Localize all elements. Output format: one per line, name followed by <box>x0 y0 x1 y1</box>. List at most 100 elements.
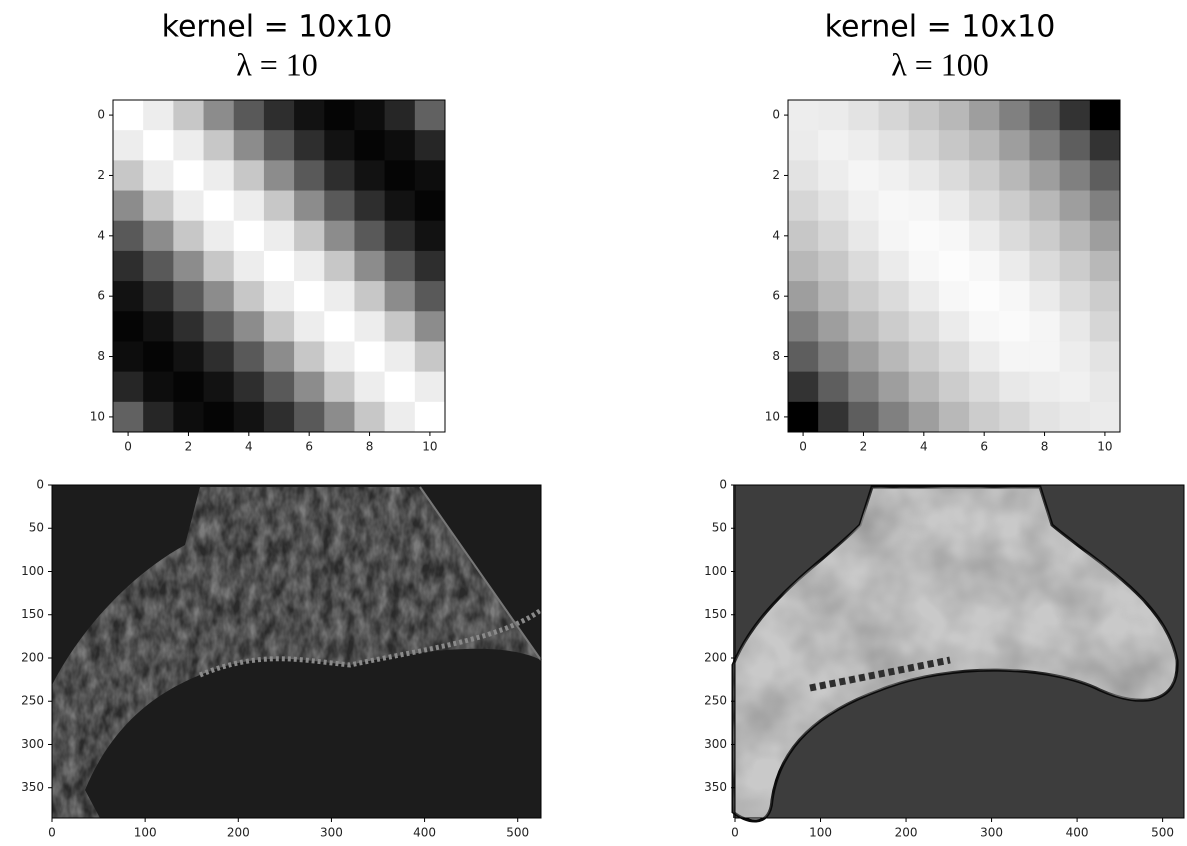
heatmap-cell <box>1060 130 1091 161</box>
heatmap-cell <box>1090 160 1121 191</box>
y-tick-label: 50 <box>712 521 727 535</box>
heatmap-cell <box>909 372 940 403</box>
heatmap-cell <box>204 160 235 191</box>
x-tick-label: 200 <box>895 826 918 840</box>
heatmap-cell <box>173 191 204 222</box>
heatmap-cell <box>848 100 879 131</box>
y-tick-label: 250 <box>704 694 727 708</box>
x-tick-label: 200 <box>227 826 250 840</box>
y-tick-label: 200 <box>704 650 727 664</box>
y-tick-label: 100 <box>21 564 44 578</box>
heatmap-cell <box>113 402 144 433</box>
heatmap-cell <box>879 251 910 282</box>
heatmap-cell <box>818 251 849 282</box>
heatmap-cell <box>848 311 879 342</box>
heatmap-cell <box>1029 251 1060 282</box>
heatmap-cell <box>415 281 446 312</box>
y-tick-label: 350 <box>704 780 727 794</box>
heatmap-cell <box>415 251 446 282</box>
heatmap-cell <box>294 160 325 191</box>
heatmap-cell <box>788 130 819 161</box>
heatmap-cell <box>354 130 385 161</box>
heatmap-cell <box>385 221 416 252</box>
heatmap-cell <box>264 130 295 161</box>
x-tick-label: 0 <box>799 440 807 454</box>
heatmap-cell <box>909 311 940 342</box>
heatmap-cell <box>264 221 295 252</box>
heatmap-cell <box>264 251 295 282</box>
heatmap-cell <box>969 221 1000 252</box>
x-tick-label: 0 <box>48 826 56 840</box>
heatmap-cell <box>264 372 295 403</box>
heatmap-cell <box>788 281 819 312</box>
heatmap-cell <box>999 221 1030 252</box>
heatmap-cell <box>294 100 325 131</box>
heatmap-cell <box>788 160 819 191</box>
heatmap-cell <box>879 311 910 342</box>
heatmap-cell <box>818 341 849 372</box>
x-tick-label: 8 <box>1041 440 1049 454</box>
heatmap-cell <box>113 281 144 312</box>
heatmap-cell <box>264 281 295 312</box>
y-tick-label: 4 <box>772 228 780 242</box>
heatmap-cell <box>818 130 849 161</box>
heatmap-cell <box>879 341 910 372</box>
y-tick-label: 6 <box>97 289 105 303</box>
y-tick-label: 250 <box>21 694 44 708</box>
y-tick-label: 6 <box>772 289 780 303</box>
heatmap-cell <box>879 221 910 252</box>
y-tick-label: 10 <box>90 409 105 423</box>
heatmap-cell <box>204 402 235 433</box>
heatmap-cell <box>173 341 204 372</box>
heatmap-cell <box>143 281 174 312</box>
heatmap-cell <box>204 372 235 403</box>
heatmap-cell <box>204 281 235 312</box>
heatmap-cell <box>848 372 879 403</box>
y-tick-label: 8 <box>97 349 105 363</box>
y-tick-label: 8 <box>772 349 780 363</box>
heatmap-cell <box>999 341 1030 372</box>
heatmap-cell <box>264 311 295 342</box>
heatmap-cell <box>354 402 385 433</box>
figure: kernel = 10x10 λ = 10 kernel = 10x10 λ =… <box>0 0 1187 846</box>
y-tick-label: 350 <box>21 780 44 794</box>
heatmap-cell <box>143 372 174 403</box>
heatmap-cell <box>969 281 1000 312</box>
heatmap-cell <box>173 251 204 282</box>
heatmap-cell <box>354 251 385 282</box>
heatmap-cell <box>999 191 1030 222</box>
heatmap-cell <box>385 402 416 433</box>
y-tick-label: 300 <box>704 737 727 751</box>
heatmap-cell <box>848 221 879 252</box>
x-tick-label: 4 <box>245 440 253 454</box>
heatmap-cell <box>788 191 819 222</box>
heatmap-cell <box>264 160 295 191</box>
y-tick-label: 200 <box>21 650 44 664</box>
y-tick-label: 150 <box>704 607 727 621</box>
heatmap-cell <box>909 191 940 222</box>
x-tick-label: 4 <box>920 440 928 454</box>
heatmap-cell <box>1060 341 1091 372</box>
heatmap-cell <box>969 130 1000 161</box>
heatmap-cell <box>1090 191 1121 222</box>
heatmap-cell <box>234 281 265 312</box>
heatmap-cell <box>415 191 446 222</box>
y-tick-label: 0 <box>36 478 44 492</box>
heatmap-cell <box>909 160 940 191</box>
heatmap-cell <box>939 191 970 222</box>
heatmap-cell <box>234 402 265 433</box>
heatmap-cell <box>415 130 446 161</box>
panel-subtitle: λ = 10 <box>236 46 318 82</box>
heatmap-cell <box>415 221 446 252</box>
heatmap-cell <box>969 372 1000 403</box>
heatmap-cell <box>143 251 174 282</box>
heatmap-cell <box>324 311 355 342</box>
heatmap-cell <box>324 341 355 372</box>
heatmap-cell <box>294 281 325 312</box>
heatmap-cell <box>818 100 849 131</box>
x-tick-label: 500 <box>1151 826 1174 840</box>
y-tick-label: 300 <box>21 737 44 751</box>
heatmap-cell <box>324 130 355 161</box>
y-tick-label: 0 <box>719 478 727 492</box>
heatmap-cell <box>113 100 144 131</box>
